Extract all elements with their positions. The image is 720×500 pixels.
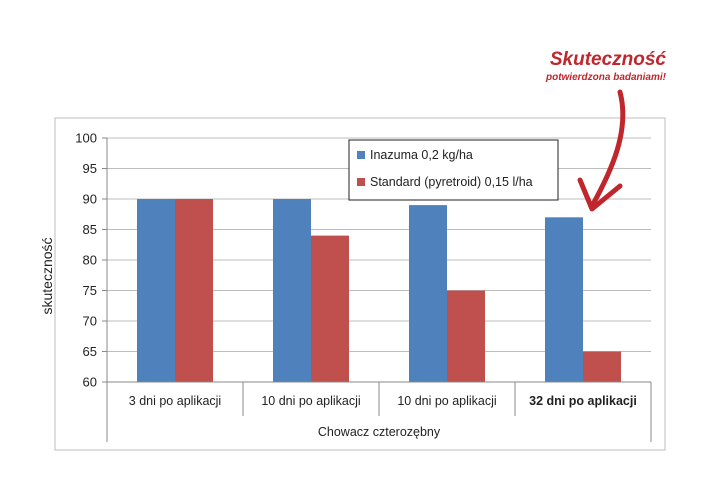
y-tick-label: 100 bbox=[75, 131, 97, 146]
annotation-arrowhead bbox=[577, 177, 623, 212]
y-tick-labels: 60 65 70 75 80 85 90 95 100 bbox=[75, 131, 97, 390]
bar-1-3 bbox=[583, 351, 621, 382]
bar-1-2 bbox=[447, 290, 485, 382]
bars bbox=[137, 199, 621, 382]
y-tick-label: 90 bbox=[83, 192, 97, 207]
y-tick-label: 85 bbox=[83, 222, 97, 237]
legend-swatch-0 bbox=[357, 151, 365, 159]
legend: Inazuma 0,2 kg/ha Standard (pyretroid) 0… bbox=[348, 139, 559, 201]
bar-1-0 bbox=[175, 199, 213, 382]
annotation-title: Skuteczność bbox=[550, 49, 667, 70]
legend-label-0: Inazuma 0,2 kg/ha bbox=[370, 148, 473, 162]
legend-swatch-1 bbox=[357, 178, 365, 186]
bar-0-2 bbox=[409, 205, 447, 382]
y-axis-label: skuteczność bbox=[39, 237, 55, 314]
chart-frame bbox=[54, 117, 666, 451]
category-label-3: 32 dni po aplikacji bbox=[529, 394, 637, 408]
annotation-arrow bbox=[589, 89, 626, 209]
y-tick-label: 70 bbox=[83, 314, 97, 329]
y-tick-label: 65 bbox=[83, 344, 97, 359]
category-labels: 3 dni po aplikacji 10 dni po aplikacji 10 … bbox=[129, 394, 637, 408]
axes bbox=[106, 138, 652, 442]
bar-1-1 bbox=[311, 235, 349, 382]
annotation-subtitle: potwierdzona badaniami! bbox=[545, 72, 667, 83]
category-label-2: 10 dni po aplikacji bbox=[397, 394, 496, 408]
legend-box bbox=[348, 139, 559, 201]
group-label: Chowacz czterozębny bbox=[318, 425, 441, 439]
y-tick-label: 75 bbox=[83, 283, 97, 298]
bar-0-3 bbox=[545, 217, 583, 382]
y-tick-label: 80 bbox=[83, 253, 97, 268]
y-tick-label: 60 bbox=[83, 375, 97, 390]
bar-0-1 bbox=[273, 199, 311, 382]
category-label-0: 3 dni po aplikacji bbox=[129, 394, 221, 408]
category-label-1: 10 dni po aplikacji bbox=[261, 394, 360, 408]
y-tick-label: 95 bbox=[83, 161, 97, 176]
bar-0-0 bbox=[137, 199, 175, 382]
legend-label-1: Standard (pyretroid) 0,15 l/ha bbox=[370, 175, 533, 189]
